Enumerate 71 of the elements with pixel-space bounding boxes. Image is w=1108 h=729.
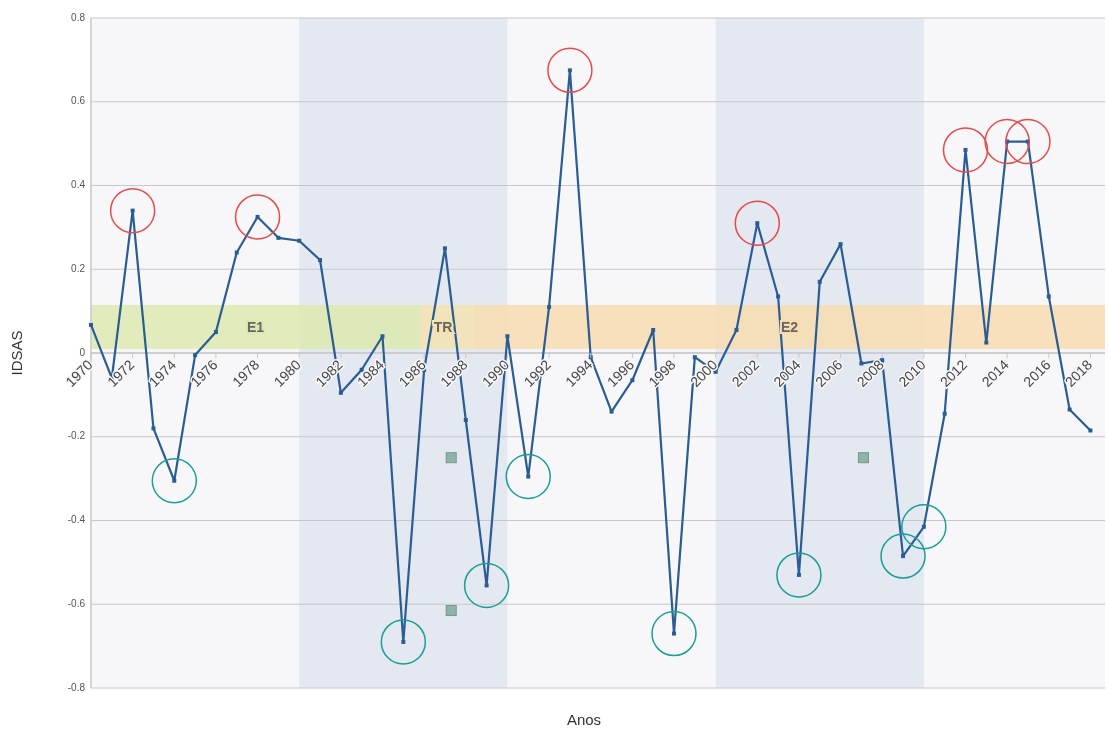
band-label: E1 (246, 319, 265, 335)
y-tick-label: -0.4 (67, 514, 86, 526)
point (672, 631, 676, 636)
point (1046, 294, 1051, 299)
point (609, 409, 614, 414)
point (172, 478, 177, 483)
point (401, 639, 406, 644)
y-tick-label: 0.8 (71, 11, 86, 23)
point (963, 147, 968, 152)
y-tick-label: 0.6 (71, 95, 86, 107)
point (297, 238, 302, 243)
point (901, 554, 906, 559)
point (130, 208, 135, 213)
band-label: TR (433, 319, 453, 335)
point (89, 322, 93, 327)
point (567, 68, 572, 73)
point (651, 327, 656, 332)
point (984, 118, 1030, 165)
point (796, 572, 801, 577)
point (276, 235, 281, 240)
point (445, 452, 457, 464)
point (921, 524, 926, 529)
point (234, 194, 281, 240)
point (463, 562, 510, 609)
point (255, 214, 260, 219)
point (526, 474, 531, 479)
point (755, 221, 760, 226)
point (234, 250, 239, 255)
point (505, 334, 510, 339)
y-tick-label: -0.2 (67, 430, 86, 442)
point (380, 334, 385, 339)
point (109, 187, 156, 234)
point (692, 355, 697, 360)
point (463, 418, 468, 422)
y-tick-label: 0 (79, 346, 86, 358)
point (338, 390, 343, 395)
point (984, 340, 989, 345)
point (193, 353, 198, 358)
point (1088, 428, 1093, 433)
point (380, 619, 427, 665)
point (1005, 118, 1051, 165)
y-tick-label: 0.2 (71, 262, 86, 274)
point (651, 610, 697, 657)
point (318, 258, 323, 263)
point (734, 327, 739, 332)
point (547, 304, 552, 309)
point (484, 583, 489, 588)
point (857, 452, 869, 464)
point (1067, 407, 1072, 412)
y-tick-label: 0.4 (71, 179, 86, 191)
point (776, 294, 781, 299)
point (734, 200, 781, 246)
y-axis-title: IDSAS (8, 330, 25, 376)
point (151, 457, 198, 504)
point (151, 426, 156, 431)
point (901, 504, 947, 550)
point (547, 47, 593, 94)
point (817, 279, 822, 284)
y-tick-label: -0.8 (67, 681, 86, 693)
point (942, 127, 989, 173)
point (213, 330, 218, 335)
point (838, 242, 843, 247)
point (776, 552, 822, 598)
x-axis-title: Anos (566, 711, 602, 728)
point (505, 453, 551, 500)
band-label: E2 (780, 319, 799, 335)
point (445, 605, 457, 617)
point (880, 533, 926, 579)
point (442, 246, 447, 251)
point (942, 411, 947, 416)
y-tick-label: -0.6 (67, 597, 86, 609)
